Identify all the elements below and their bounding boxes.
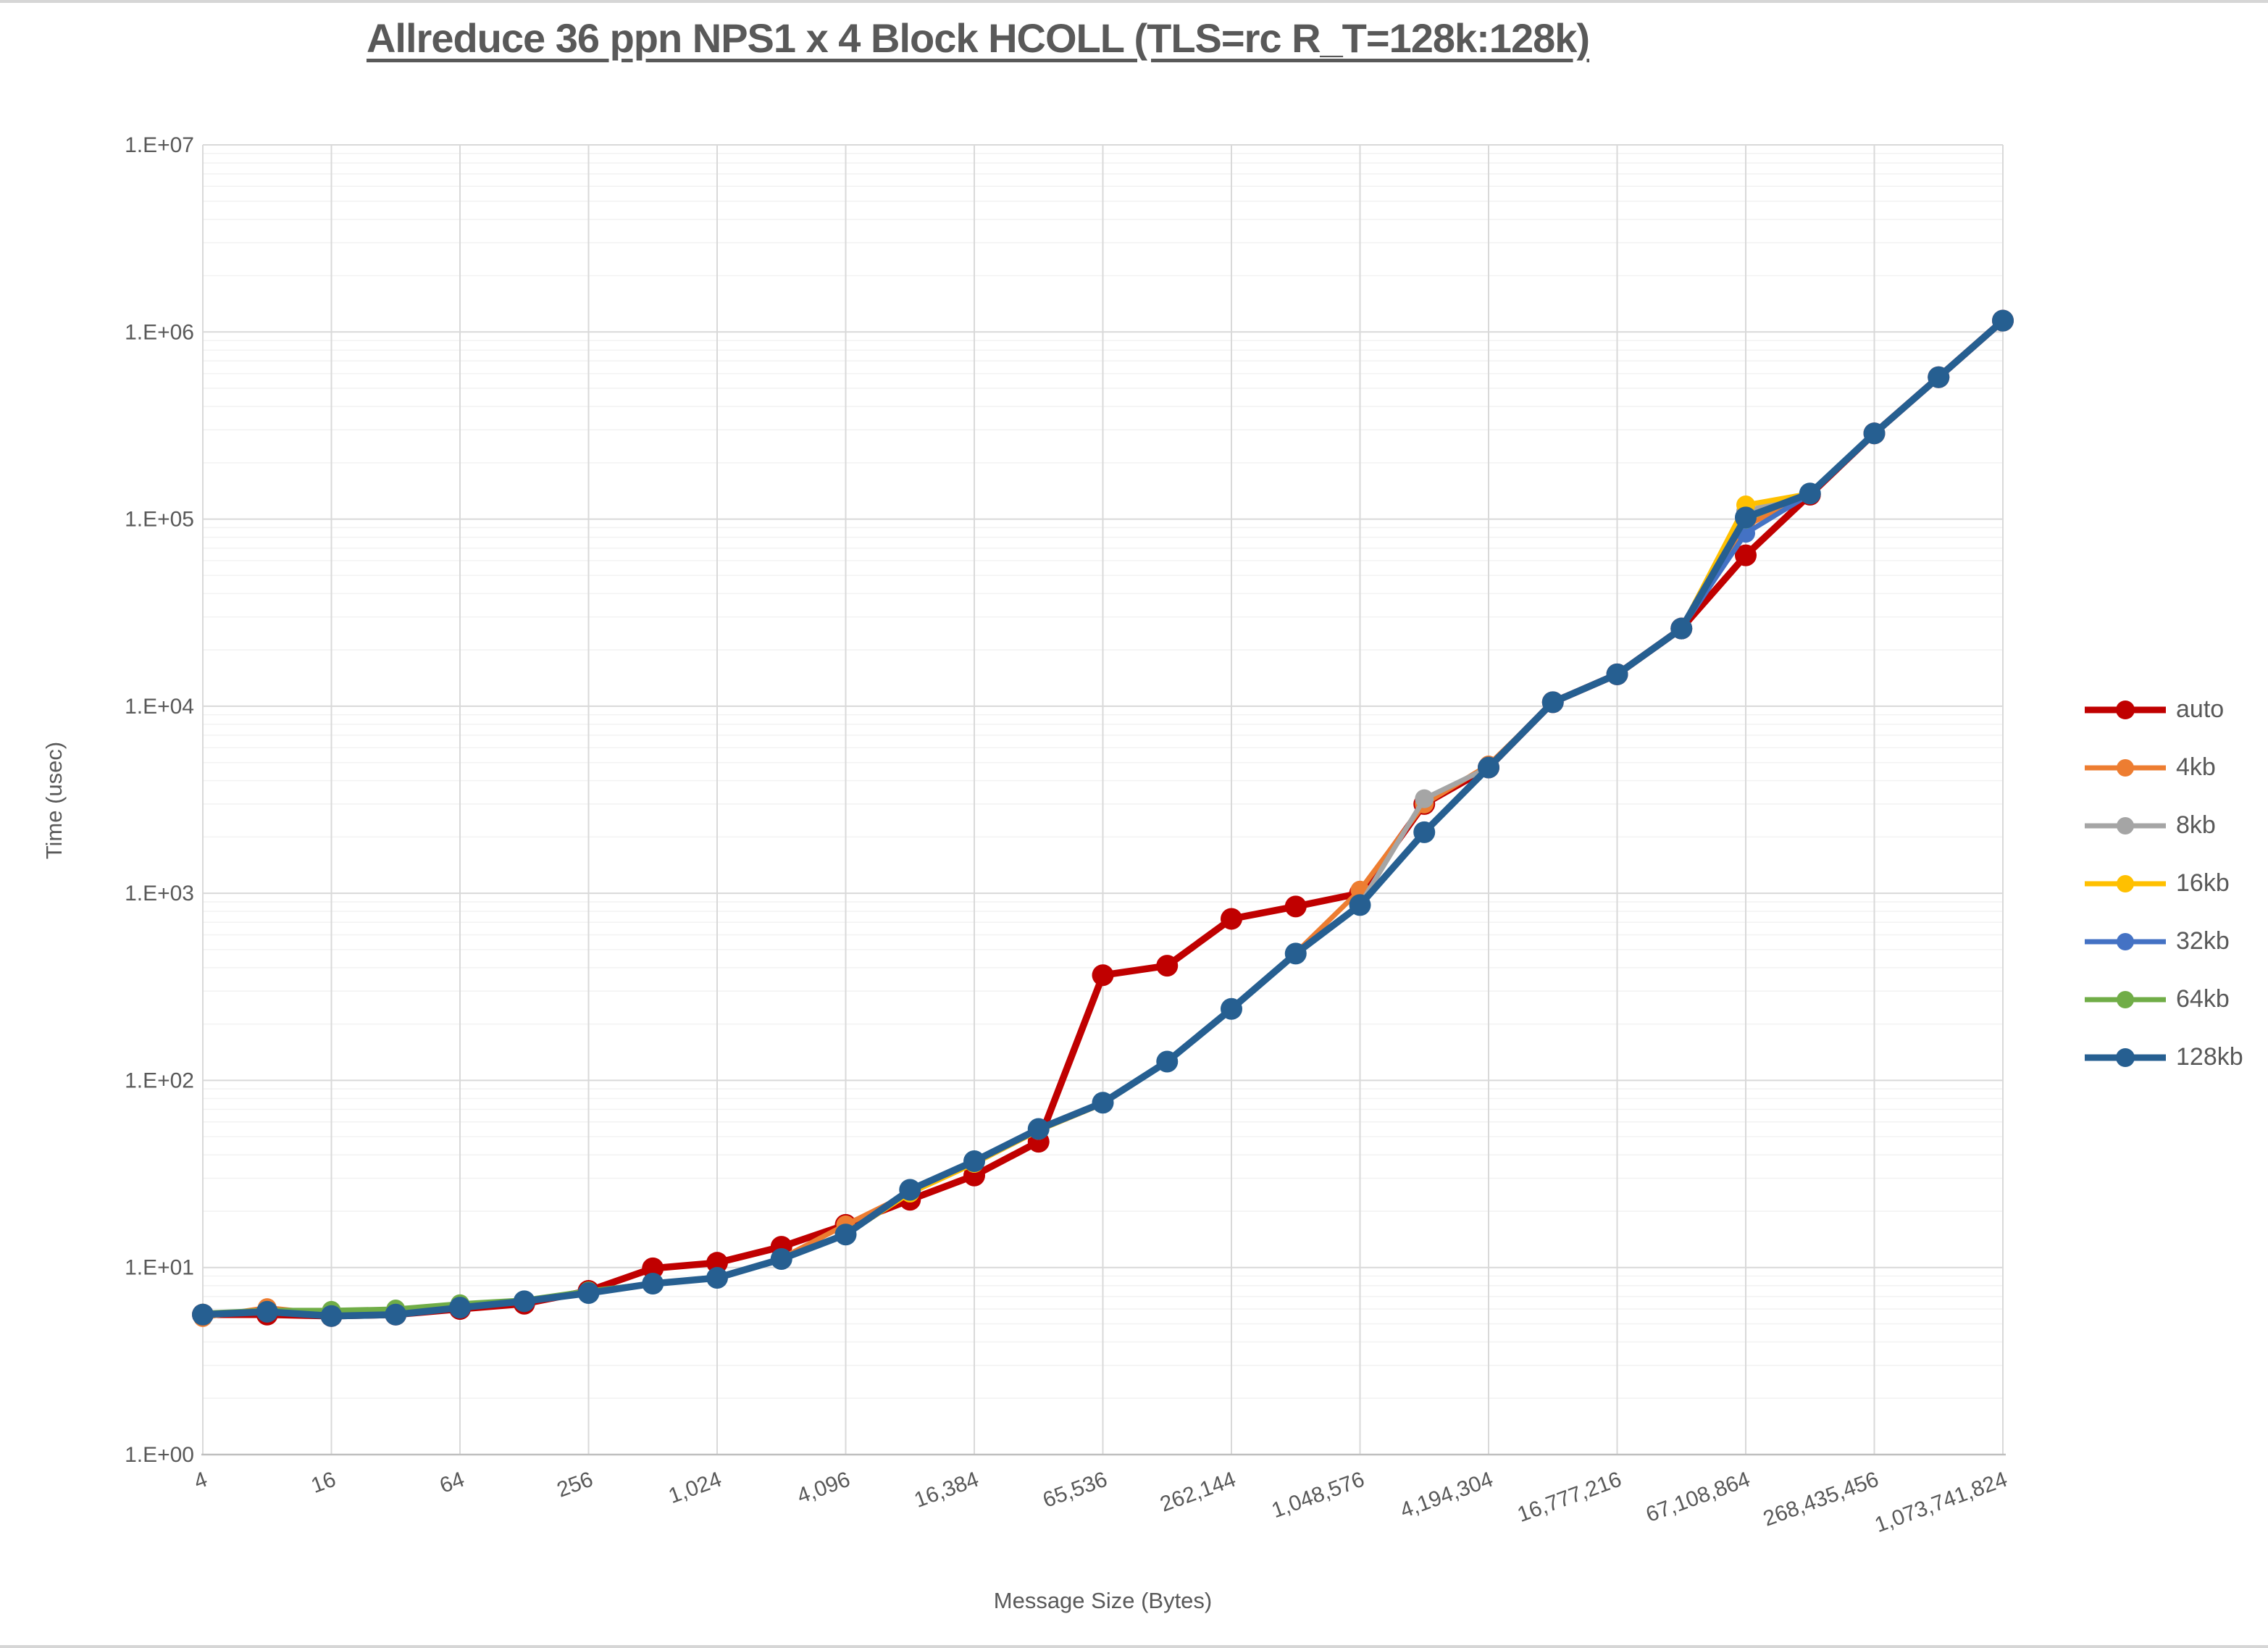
x-tick-labels: 4 16 64 256 1,024 4,096 16,384 65,536 262,144 1,0… [191,1468,2010,1538]
data-point [1413,821,1436,843]
data-point [1670,617,1693,640]
data-point [1415,789,1434,808]
data-point [513,1290,535,1313]
legend-swatch-8kb [2085,816,2166,835]
x-tick-label: 1,048,576 [1268,1468,1368,1523]
y-tick-label: 1.E+01 [125,1256,194,1280]
data-point [1156,1050,1179,1073]
data-point [1349,894,1371,916]
y-tick-label: 1.E+00 [125,1443,194,1467]
x-tick-label: 16,384 [911,1468,982,1513]
data-point [1284,942,1307,965]
x-tick-label: 4,194,304 [1397,1468,1497,1523]
x-tick-label: 67,108,864 [1643,1468,1753,1527]
y-tick-label: 1.E+07 [125,133,194,157]
y-tick-label: 1.E+05 [125,508,194,532]
x-tick-label: 268,435,456 [1760,1468,1882,1531]
legend-label: auto [2176,695,2225,723]
legend-item-64kb[interactable]: 64kb [2085,985,2243,1013]
y-tick-label: 1.E+04 [125,695,194,719]
legend-label: 16kb [2176,869,2230,897]
legend-label: 8kb [2176,811,2216,839]
data-point [1284,895,1307,918]
data-point [899,1179,921,1201]
data-point [642,1272,664,1294]
x-axis-title: Message Size (Bytes) [993,1588,1213,1613]
legend: auto 4kb 8kb 16kb 32kb 64kb 128kb [2085,695,2243,1071]
data-point [642,1257,664,1279]
data-point [1092,1092,1114,1114]
legend-swatch-4kb [2085,758,2166,777]
legend-label: 32kb [2176,927,2230,955]
legend-label: 64kb [2176,985,2230,1013]
y-tick-label: 1.E+03 [125,882,194,905]
x-tick-label: 256 [554,1468,596,1502]
x-tick-label: 1,024 [666,1468,725,1509]
data-point [385,1303,407,1326]
data-point [1541,691,1564,714]
data-point [1992,309,2014,332]
data-point [1156,955,1179,977]
legend-swatch-64kb [2085,990,2166,1008]
data-point [192,1303,214,1326]
data-point [1735,544,1757,566]
data-point [1478,756,1499,779]
legend-item-128kb[interactable]: 128kb [2085,1043,2243,1071]
y-axis-title: Time (usec) [41,741,67,860]
legend-item-4kb[interactable]: 4kb [2085,753,2243,782]
chart-title: Allreduce 36 ppn NPS1 x 4 Block HCOLL (T… [366,15,1590,61]
x-tick-label: 1,073,741,824 [1872,1468,2011,1538]
x-tick-label: 16 [308,1468,339,1498]
legend-item-8kb[interactable]: 8kb [2085,811,2243,840]
legend-swatch-128kb [2085,1047,2166,1067]
data-point [963,1150,985,1172]
data-point [1221,908,1242,930]
data-point [770,1248,792,1271]
x-tick-label: 16,777,216 [1515,1468,1625,1527]
data-point [1863,422,1886,445]
legend-swatch-16kb [2085,874,2166,892]
data-point [449,1297,471,1319]
x-tick-label: 4,096 [794,1468,853,1509]
x-tick-label: 4 [191,1468,210,1494]
data-point [1799,482,1821,505]
y-tick-label: 1.E+02 [125,1068,194,1092]
series-128kb [192,309,2014,1327]
legend-item-auto[interactable]: auto [2085,695,2243,724]
data-point [1027,1118,1050,1140]
data-point [706,1267,728,1289]
x-tick-label: 262,144 [1157,1468,1239,1517]
legend-swatch-32kb [2085,932,2166,950]
x-tick-label: 64 [437,1468,468,1498]
legend-item-16kb[interactable]: 16kb [2085,869,2243,898]
data-point [706,1252,728,1274]
data-point [1092,964,1114,987]
legend-label: 4kb [2176,753,2216,781]
data-point [1928,366,1950,388]
data-point [320,1305,343,1327]
legend-swatch-auto [2085,700,2166,719]
window-bottom-edge [0,1645,2268,1648]
legend-item-32kb[interactable]: 32kb [2085,927,2243,955]
major-gridlines [202,144,2004,1455]
legend-label: 128kb [2176,1043,2243,1071]
data-point [1606,663,1628,685]
series-markers-128kb [192,309,2014,1327]
data-point [1735,506,1757,529]
data-point [577,1282,600,1305]
x-tick-label: 65,536 [1039,1468,1110,1513]
data-point [834,1224,857,1246]
data-point [256,1300,278,1323]
y-tick-label: 1.E+06 [125,320,194,344]
y-tick-labels: 1.E+00 1.E+01 1.E+02 1.E+03 1.E+04 1.E+05 1.E+… [125,133,194,1467]
window-top-edge [0,0,2268,3]
data-point [1221,997,1242,1020]
